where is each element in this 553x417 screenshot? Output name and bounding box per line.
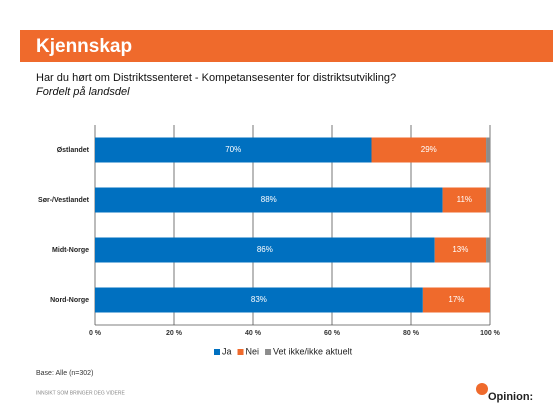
x-tick-label: 60 % <box>324 330 341 337</box>
value-label: 13% <box>452 245 468 254</box>
header-title: Kjennskap <box>36 36 132 57</box>
value-label: 70% <box>225 145 241 154</box>
chart-subtitle: Fordelt på landsdel <box>36 86 130 98</box>
x-tick-label: 40 % <box>245 330 262 337</box>
bar-segment <box>371 137 487 163</box>
value-label: 88% <box>261 195 277 204</box>
bar-segment <box>95 237 435 263</box>
bar-segment <box>422 287 490 313</box>
x-tick-label: 0 % <box>89 330 102 337</box>
header-bar <box>20 30 553 62</box>
legend-swatch <box>214 349 220 355</box>
value-label: 83% <box>251 295 267 304</box>
chart-title: Har du hørt om Distriktssenteret - Kompe… <box>36 72 396 84</box>
bar-segment <box>95 137 372 163</box>
y-tick-label: Nord-Norge <box>50 297 89 304</box>
value-label: 11% <box>457 195 472 204</box>
logo-mark <box>476 383 488 395</box>
x-tick-label: 80 % <box>403 330 420 337</box>
bar-segment <box>95 287 423 313</box>
value-label: 29% <box>421 145 437 154</box>
legend-label: Ja <box>222 346 232 356</box>
bar-segment <box>486 187 490 213</box>
logo: Opinion: <box>488 391 533 403</box>
bar-segment <box>486 237 490 263</box>
bar-segment <box>434 237 487 263</box>
y-tick-label: Midt-Norge <box>52 247 89 254</box>
legend-swatch <box>265 349 272 355</box>
x-tick-label: 100 % <box>480 330 501 337</box>
y-tick-label: Sør-/Vestlandet <box>38 197 90 204</box>
bar-segment <box>95 187 443 213</box>
footer: INNSIKT SOM BRINGER DEG VIDERE <box>36 390 125 396</box>
y-tick-label: Østlandet <box>57 147 90 154</box>
x-tick-label: 20 % <box>166 330 183 337</box>
legend-swatch <box>237 349 244 355</box>
bar-segment <box>442 187 487 213</box>
value-label: 17% <box>448 295 464 304</box>
value-label: 86% <box>257 245 273 254</box>
base-note: Base: Alle (n=302) <box>36 370 93 377</box>
legend-label: Nei <box>246 346 260 356</box>
legend-label: Vet ikke/ikke aktuelt <box>273 346 353 356</box>
bar-segment <box>486 137 490 163</box>
